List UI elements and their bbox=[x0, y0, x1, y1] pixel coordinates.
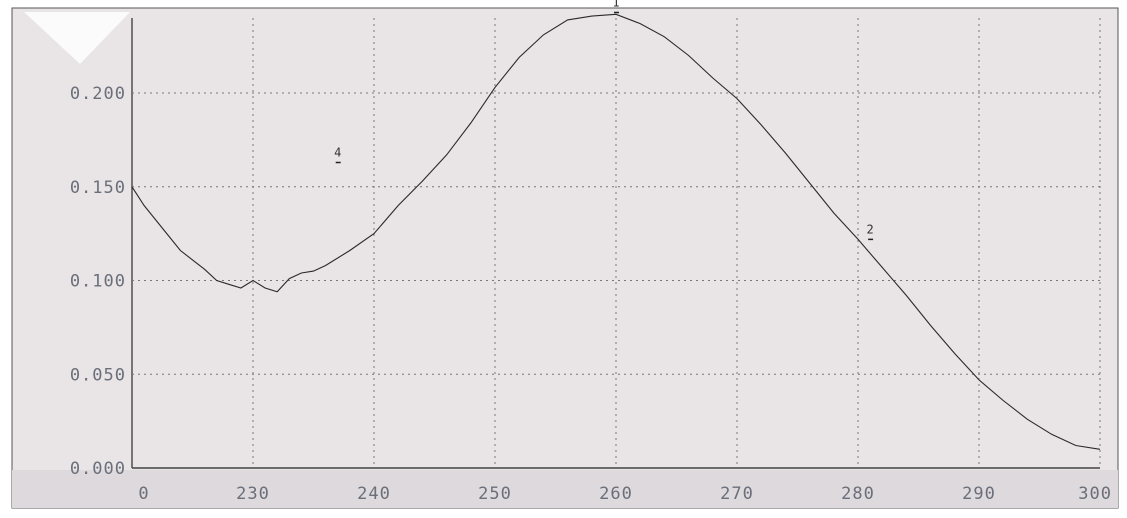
y-tick-label: 0.150 bbox=[70, 178, 126, 198]
annotations: 1 4 2 bbox=[334, 0, 874, 241]
printout-paper bbox=[11, 7, 1119, 509]
peak-marker-label: 4 bbox=[334, 146, 341, 160]
corner-fold bbox=[24, 12, 130, 64]
paper-stain bbox=[12, 470, 1118, 508]
x-tick-label: 270 bbox=[720, 484, 754, 504]
y-tick-labels: 0.000 0.050 0.100 0.150 0.200 bbox=[70, 84, 126, 479]
y-tick-label: 0.050 bbox=[70, 365, 126, 385]
peak-marker-label: 1 bbox=[612, 0, 619, 10]
x-tick-label: 0 bbox=[138, 484, 149, 504]
x-tick-label: 290 bbox=[962, 484, 996, 504]
series-line-0 bbox=[131, 13, 1101, 450]
x-tick-labels: 0 230 240 250 260 270 280 290 300 bbox=[138, 484, 1112, 504]
x-tick-label: 300 bbox=[1078, 484, 1112, 504]
series-layer bbox=[131, 13, 1101, 450]
x-tick-label: 240 bbox=[357, 484, 391, 504]
x-tick-label: 260 bbox=[599, 484, 633, 504]
y-tick-label: 0.100 bbox=[70, 272, 126, 292]
x-tick-label: 250 bbox=[478, 484, 512, 504]
peak-marker-label: 2 bbox=[866, 222, 873, 236]
y-tick-label: 0.200 bbox=[70, 84, 126, 104]
x-tick-label: 230 bbox=[236, 484, 270, 504]
y-tick-label: 0.000 bbox=[70, 459, 126, 479]
x-tick-label: 280 bbox=[841, 484, 875, 504]
